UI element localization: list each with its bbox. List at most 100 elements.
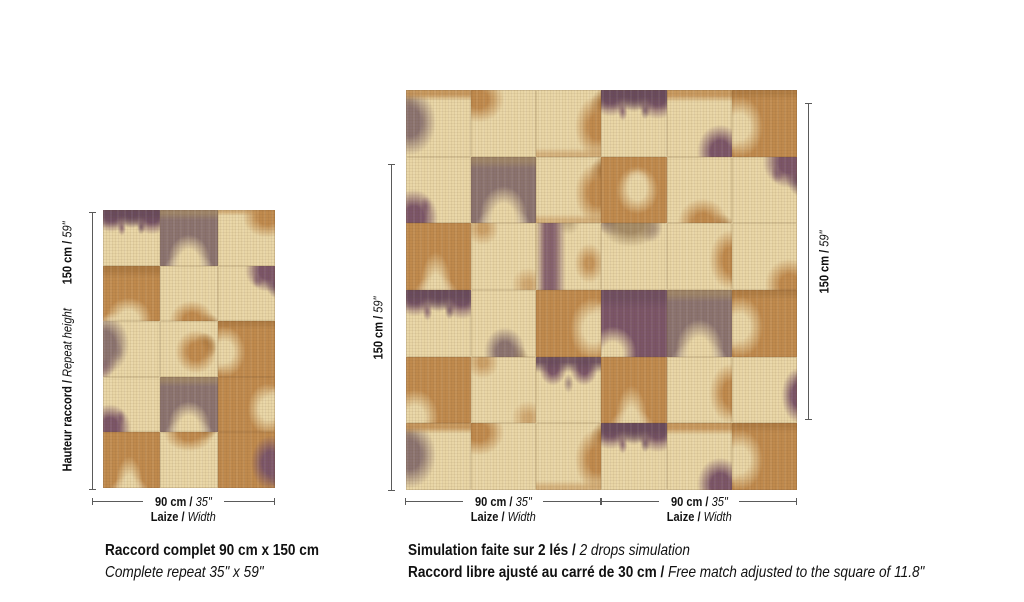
height-dimension-line-right xyxy=(805,103,812,420)
width-dimension-arrow: 90 cm / 35" xyxy=(92,494,276,509)
width-value-cm: 90 cm / xyxy=(474,494,513,509)
height-value-inch: 59" xyxy=(816,230,832,247)
pattern-tile-cream_gray_u xyxy=(471,289,537,357)
pattern-tile-tan_cream_l xyxy=(731,423,797,490)
pattern-tile-tan_cream_peak xyxy=(103,432,161,488)
pattern-tile-tan_cream_r xyxy=(536,289,602,357)
drop2-width-arrow: 90 cm / 35" xyxy=(601,494,798,509)
pattern-tile-gray_arch xyxy=(666,289,732,357)
pattern-tile-purple_bl xyxy=(103,376,161,433)
height-dimension-line xyxy=(89,212,96,490)
pattern-tile-purple_band xyxy=(536,223,602,290)
repeat-height-value-inch: 59" xyxy=(59,221,75,238)
arrow-line xyxy=(739,501,797,502)
pattern-tile-tan_tl xyxy=(471,90,537,157)
pattern-tile-purple_m xyxy=(601,90,667,157)
pattern-tile-purple_left xyxy=(103,321,161,377)
caption-line2-french: Raccord libre ajusté au carré de 30 cm / xyxy=(408,564,665,581)
pattern-tile-gray_left xyxy=(406,90,472,157)
pattern-tile-tan_cream_l xyxy=(217,321,275,377)
laize-label-fr: Laize / xyxy=(150,509,185,524)
laize-label-fr: Laize / xyxy=(666,509,701,524)
pattern-tile-cream_purple_r xyxy=(731,356,797,424)
pattern-tile-gray_arch xyxy=(471,156,537,224)
arrow-line xyxy=(406,501,463,502)
repeat-height-value-cm: 150 cm / xyxy=(59,240,75,285)
arrow-line xyxy=(223,501,275,502)
drop1-width-value: 90 cm / 35" xyxy=(469,494,538,509)
height-dimension-line-left xyxy=(388,164,395,491)
arrow-tick xyxy=(92,498,93,505)
pattern-tile-purple_tr xyxy=(217,265,275,322)
pattern-tile-purple_cream_bl xyxy=(601,289,667,357)
pattern-tile-cream_tan_top xyxy=(160,432,218,488)
repeat-height-label-fr: Hauteur raccord / xyxy=(59,380,75,472)
pattern-tile-gray_arch xyxy=(160,376,218,433)
pattern-tile-tan_purple_r xyxy=(217,432,275,488)
repeat-height-label-en: Repeat height xyxy=(59,308,75,377)
pattern-tile-cream_tan_b xyxy=(666,156,732,224)
width-value: 90 cm / 35" xyxy=(149,494,218,509)
width-value-cm: 90 cm / xyxy=(670,494,709,509)
pattern-tile-tan_r xyxy=(536,156,602,224)
complete-repeat-caption: Raccord complet 90 cm x 150 cm Complete … xyxy=(105,540,357,584)
pattern-tile-tan_cream_l xyxy=(731,289,797,357)
height-value-cm: 150 cm / xyxy=(370,315,386,360)
pattern-tile-purple_br xyxy=(666,90,732,157)
repeat-height-label-line1: Hauteur raccord / Repeat height xyxy=(59,308,76,471)
pattern-tile-cream_tan_r xyxy=(666,223,732,290)
pattern-tile-tan_tr xyxy=(217,210,275,266)
pattern-tile-gray_left xyxy=(406,423,472,490)
caption-line1-english: 2 drops simulation xyxy=(579,542,690,559)
pattern-tile-tan_cream_c xyxy=(601,156,667,224)
arrow-line xyxy=(602,501,659,502)
arrow-line xyxy=(93,501,144,502)
arrow-tick xyxy=(796,498,798,505)
pattern-tile-cream_tan_soft xyxy=(471,356,537,424)
pattern-tile-purple_br xyxy=(666,423,732,490)
pattern-tile-tan_cream_peak xyxy=(406,223,472,290)
width-value-inch: 35" xyxy=(711,494,728,509)
caption-line2-english: Free match adjusted to the square of 11.… xyxy=(668,564,925,581)
pattern-tile-tan_cream_peak xyxy=(601,356,667,424)
pattern-tile-cream_tan_r xyxy=(666,356,732,424)
caption-english: Complete repeat 35" x 59" xyxy=(105,564,264,581)
pattern-tile-tan_cream_b xyxy=(103,265,161,322)
pattern-tile-cream_tan_soft xyxy=(471,223,537,290)
width-value-cm: 90 cm / xyxy=(155,494,193,509)
pattern-tile-purple_m xyxy=(601,423,667,490)
repeat-height-value-line: 150 cm / 59" xyxy=(59,222,76,285)
pattern-tile-cream_tan_b xyxy=(160,265,218,322)
pattern-tile-tan_cream_r xyxy=(217,376,275,433)
simulation-caption: Simulation faite sur 2 lés / 2 drops sim… xyxy=(408,540,1016,584)
pattern-tile-gray_top xyxy=(601,223,667,290)
arrow-tick xyxy=(405,498,406,505)
drop2-laize-width-label: Laize / Width xyxy=(601,509,797,524)
pattern-tile-purple_m xyxy=(103,210,161,266)
pattern-tile-purple_tr xyxy=(731,156,797,224)
pattern-tile-purple_m xyxy=(406,289,472,357)
pattern-tile-purple_top_peak xyxy=(536,356,602,424)
arrow-line xyxy=(543,501,601,502)
single-repeat-swatch xyxy=(103,210,275,488)
arrow-tick xyxy=(601,498,602,505)
arrow-tick xyxy=(600,498,602,505)
pattern-tile-gray_arch xyxy=(160,210,218,266)
drop2-width-value: 90 cm / 35" xyxy=(665,494,734,509)
width-value-inch: 35" xyxy=(195,494,212,509)
drop1-laize-width-label: Laize / Width xyxy=(405,509,601,524)
laize-width-label: Laize / Width xyxy=(92,509,275,524)
pattern-tile-purple_bl xyxy=(406,156,472,224)
pattern-tile-tan_r xyxy=(536,90,602,157)
height-value-cm: 150 cm / xyxy=(816,249,832,294)
pattern-tile-tan_cream_l xyxy=(731,90,797,157)
two-drops-swatch xyxy=(406,90,797,490)
pattern-tile-tan_cream_bl xyxy=(406,356,472,424)
height-value-inch: 59" xyxy=(370,296,386,313)
laize-label-en: Width xyxy=(507,509,536,524)
laize-label-en: Width xyxy=(187,509,217,524)
arrow-tick xyxy=(274,498,276,505)
caption-french: Raccord complet 90 cm x 150 cm xyxy=(105,542,319,559)
pattern-tile-tan_tl xyxy=(471,423,537,490)
